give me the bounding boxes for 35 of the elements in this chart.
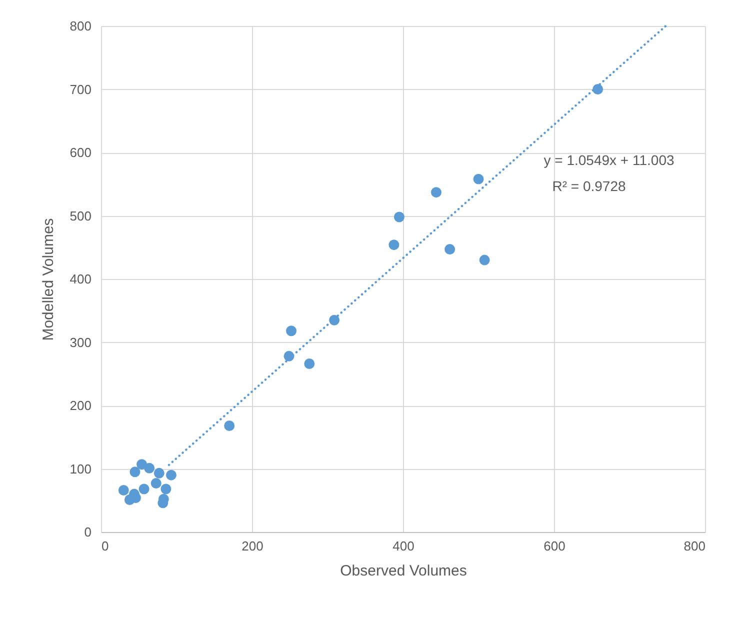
y-tick-label: 100 xyxy=(70,461,92,476)
y-tick-label: 0 xyxy=(84,524,92,540)
point xyxy=(154,468,164,478)
point xyxy=(144,462,155,474)
point xyxy=(444,244,456,255)
y-tick-label: 600 xyxy=(70,145,92,160)
annotation: R² = 0.9728 xyxy=(552,178,626,194)
point xyxy=(138,484,150,494)
point xyxy=(160,484,172,494)
x-tick-label: 200 xyxy=(242,538,264,554)
point xyxy=(473,174,484,184)
y-tick-label: 200 xyxy=(70,398,92,413)
point xyxy=(166,470,176,480)
x-tick-label: 0 xyxy=(102,538,109,554)
point xyxy=(388,240,400,250)
y-tick-label: 300 xyxy=(70,334,92,350)
point xyxy=(130,466,140,478)
y-tick-label: 700 xyxy=(70,82,92,97)
x-tick-label: 600 xyxy=(544,538,566,554)
point xyxy=(118,485,129,496)
point xyxy=(430,187,442,198)
point xyxy=(224,420,235,431)
point xyxy=(286,326,297,336)
x-tick-label: 800 xyxy=(684,538,706,554)
point xyxy=(150,478,162,489)
point xyxy=(394,212,404,222)
x-axis-title: Observed Volumes xyxy=(340,562,467,580)
y-axis-title: Modelled Volumes xyxy=(40,218,57,341)
x-tick-label: 400 xyxy=(392,538,414,554)
point xyxy=(479,254,490,266)
y-tick-label: 400 xyxy=(70,272,92,286)
annotation: y = 1.0549x + 11.003 xyxy=(544,152,674,168)
point xyxy=(304,358,315,369)
y-tick-label: 800 xyxy=(70,18,92,34)
y-tick-label: 500 xyxy=(70,208,92,224)
